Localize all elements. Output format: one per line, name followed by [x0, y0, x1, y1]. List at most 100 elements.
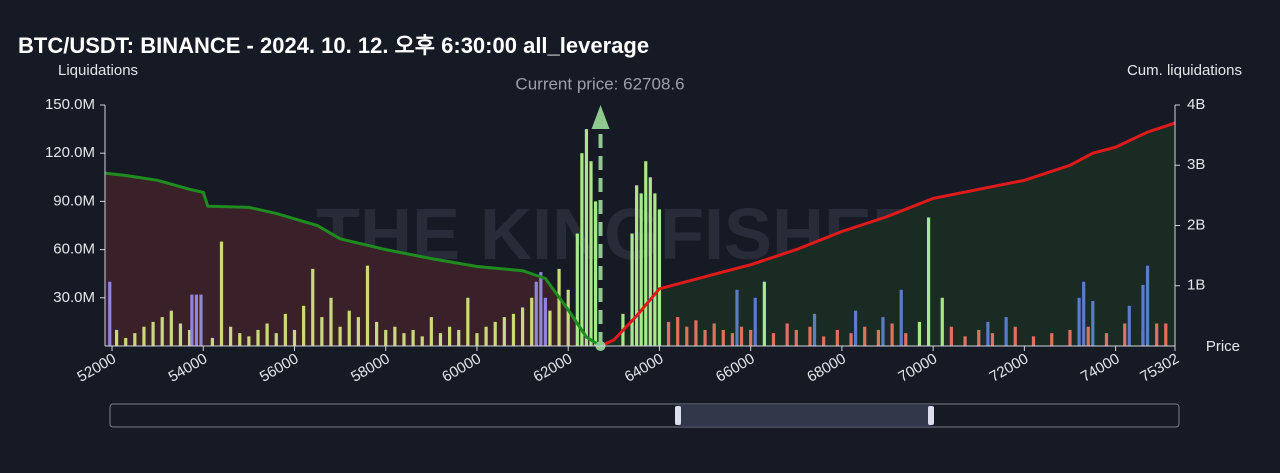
bar [320, 317, 324, 346]
bar [548, 310, 552, 346]
bar [990, 333, 995, 346]
bar [593, 201, 598, 346]
current-price-arrow [591, 105, 610, 129]
bar [199, 294, 203, 346]
bar [511, 313, 516, 346]
bar [876, 329, 880, 346]
bar [940, 297, 944, 346]
bar [238, 333, 242, 346]
bar [917, 321, 922, 346]
bar [169, 310, 173, 346]
bar [808, 326, 812, 346]
bar [580, 153, 584, 346]
y2-axis-label: Cum. liquidations [1127, 62, 1242, 79]
bar [302, 305, 306, 346]
bar [1141, 284, 1145, 346]
bar [1127, 305, 1131, 346]
bar [219, 241, 224, 346]
bar [1155, 323, 1159, 346]
bar [356, 317, 360, 346]
bar [375, 321, 379, 346]
bar [963, 336, 967, 346]
bar [749, 329, 753, 346]
bar [438, 333, 443, 346]
bar [575, 233, 579, 346]
bar [1004, 317, 1008, 346]
cum-line [599, 121, 1176, 348]
chart-title: BTC/USDT: BINANCE - 2024. 10. 12. 오후 6:3… [18, 33, 649, 58]
bar [1145, 265, 1150, 346]
bar [863, 326, 867, 346]
bar [365, 265, 370, 346]
y-tick-label: 120.0M [45, 144, 95, 161]
bar [657, 209, 662, 346]
bar [899, 289, 903, 346]
bar [835, 329, 839, 346]
bar [1031, 336, 1036, 346]
bar [457, 329, 461, 346]
range-slider[interactable] [109, 403, 1180, 428]
bar [753, 297, 757, 346]
bar [543, 297, 547, 346]
bar [466, 297, 470, 346]
bar [849, 333, 853, 346]
bar [429, 317, 433, 346]
bar [557, 268, 561, 346]
bar [1082, 281, 1086, 346]
bar [644, 161, 648, 346]
y2-tick-label: 2B [1187, 216, 1205, 233]
bar [108, 281, 112, 346]
bar [1091, 301, 1095, 346]
y2-tick-label: 1B [1187, 277, 1205, 294]
bar [265, 323, 269, 346]
bar [178, 323, 183, 346]
bar [666, 321, 671, 346]
bar [712, 323, 716, 346]
plot-area: THE KINGFISHER [100, 104, 1180, 351]
bar [484, 326, 488, 346]
bar [384, 329, 388, 346]
y2-tick-label: 4B [1187, 96, 1205, 113]
bar [785, 323, 789, 346]
range-handle-left[interactable] [675, 406, 681, 425]
bar [1123, 323, 1127, 346]
bar [187, 329, 192, 346]
bar [210, 337, 214, 346]
range-selection[interactable] [678, 404, 931, 427]
bar [739, 326, 744, 346]
bar [194, 294, 199, 346]
bar [283, 313, 287, 346]
bar [1104, 333, 1109, 346]
x-axis-label: Price [1206, 338, 1240, 355]
y-tick-label: 60.0M [53, 241, 95, 258]
bar [771, 333, 776, 346]
bar [735, 289, 739, 346]
range-handle-right[interactable] [928, 406, 934, 425]
cum-area [105, 173, 601, 346]
bar [822, 336, 826, 346]
bar [142, 326, 146, 346]
bar [812, 313, 817, 346]
bar [730, 333, 735, 346]
bar [949, 326, 953, 346]
bar [721, 329, 725, 346]
y-tick-label: 90.0M [53, 192, 95, 209]
bar [630, 233, 634, 346]
bar [977, 329, 981, 346]
bar [685, 326, 689, 346]
bar [1013, 326, 1017, 346]
bar [402, 333, 406, 346]
bar [338, 326, 342, 346]
y-axis-label: Liquidations [58, 62, 138, 79]
bar [347, 310, 351, 346]
bar [904, 333, 908, 346]
bar [274, 333, 278, 346]
bar [794, 329, 798, 346]
bar [653, 193, 657, 346]
bar [589, 161, 593, 346]
bar [853, 310, 858, 346]
bar [411, 329, 415, 346]
bar [256, 329, 260, 346]
bar [676, 317, 680, 346]
bar [124, 337, 128, 346]
